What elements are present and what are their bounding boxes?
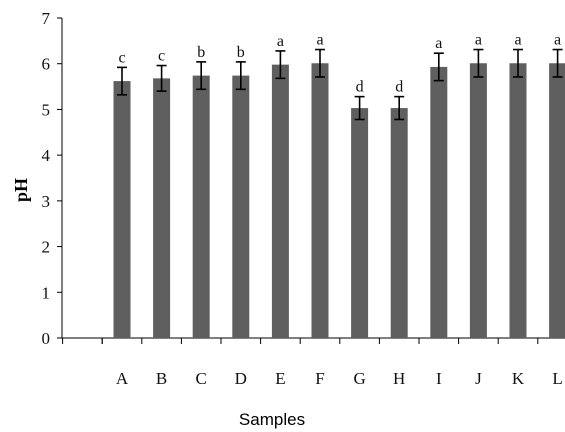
significance-label: c (118, 49, 125, 66)
significance-label: b (237, 44, 245, 61)
bar (351, 108, 369, 338)
y-axis-title: pH (11, 178, 31, 202)
y-tick-label: 0 (42, 329, 51, 348)
y-tick-label: 3 (42, 192, 51, 211)
x-tick-label: K (512, 369, 525, 388)
x-tick-label: I (436, 369, 442, 388)
significance-label: a (514, 32, 521, 49)
x-tick-label: D (235, 369, 247, 388)
bar (192, 75, 210, 338)
x-tick-label: H (393, 369, 405, 388)
significance-label: a (316, 32, 323, 49)
bars-group (113, 63, 565, 339)
significance-label: a (435, 35, 442, 52)
x-tick-label: G (353, 369, 365, 388)
significance-label: a (277, 33, 284, 50)
x-tick-label: F (315, 369, 324, 388)
bar (549, 63, 565, 338)
y-tick-label: 5 (42, 100, 51, 119)
y-tick-label: 1 (42, 283, 51, 302)
error-bars-group (117, 48, 563, 121)
x-tick-label: B (156, 369, 167, 388)
significance-label: b (197, 44, 205, 61)
labels-group: c Ac Bb Cb Da Ea Fd Gd Ha Ia Ja Ka L (116, 32, 563, 388)
significance-label: a (554, 32, 561, 49)
x-axis-title: Samples (239, 410, 305, 429)
bar (271, 64, 289, 338)
bar (113, 81, 131, 338)
bar (390, 108, 408, 338)
x-tick-label: J (475, 369, 482, 388)
x-tick-label: L (552, 369, 562, 388)
significance-label: d (356, 79, 364, 96)
bar (153, 78, 171, 338)
x-tick-label: A (116, 369, 129, 388)
y-tick-label: 7 (42, 9, 51, 28)
bar (232, 75, 250, 338)
bar (311, 63, 329, 338)
x-tick-label: C (196, 369, 207, 388)
bar (469, 63, 487, 338)
x-tick-label: E (275, 369, 285, 388)
y-tick-label: 6 (42, 55, 51, 74)
y-tick-label: 2 (42, 238, 51, 257)
bar (509, 63, 527, 338)
y-tick-label: 4 (42, 146, 51, 165)
bar (430, 66, 448, 339)
significance-label: d (395, 79, 403, 96)
significance-label: c (158, 48, 165, 65)
significance-label: a (475, 32, 482, 49)
